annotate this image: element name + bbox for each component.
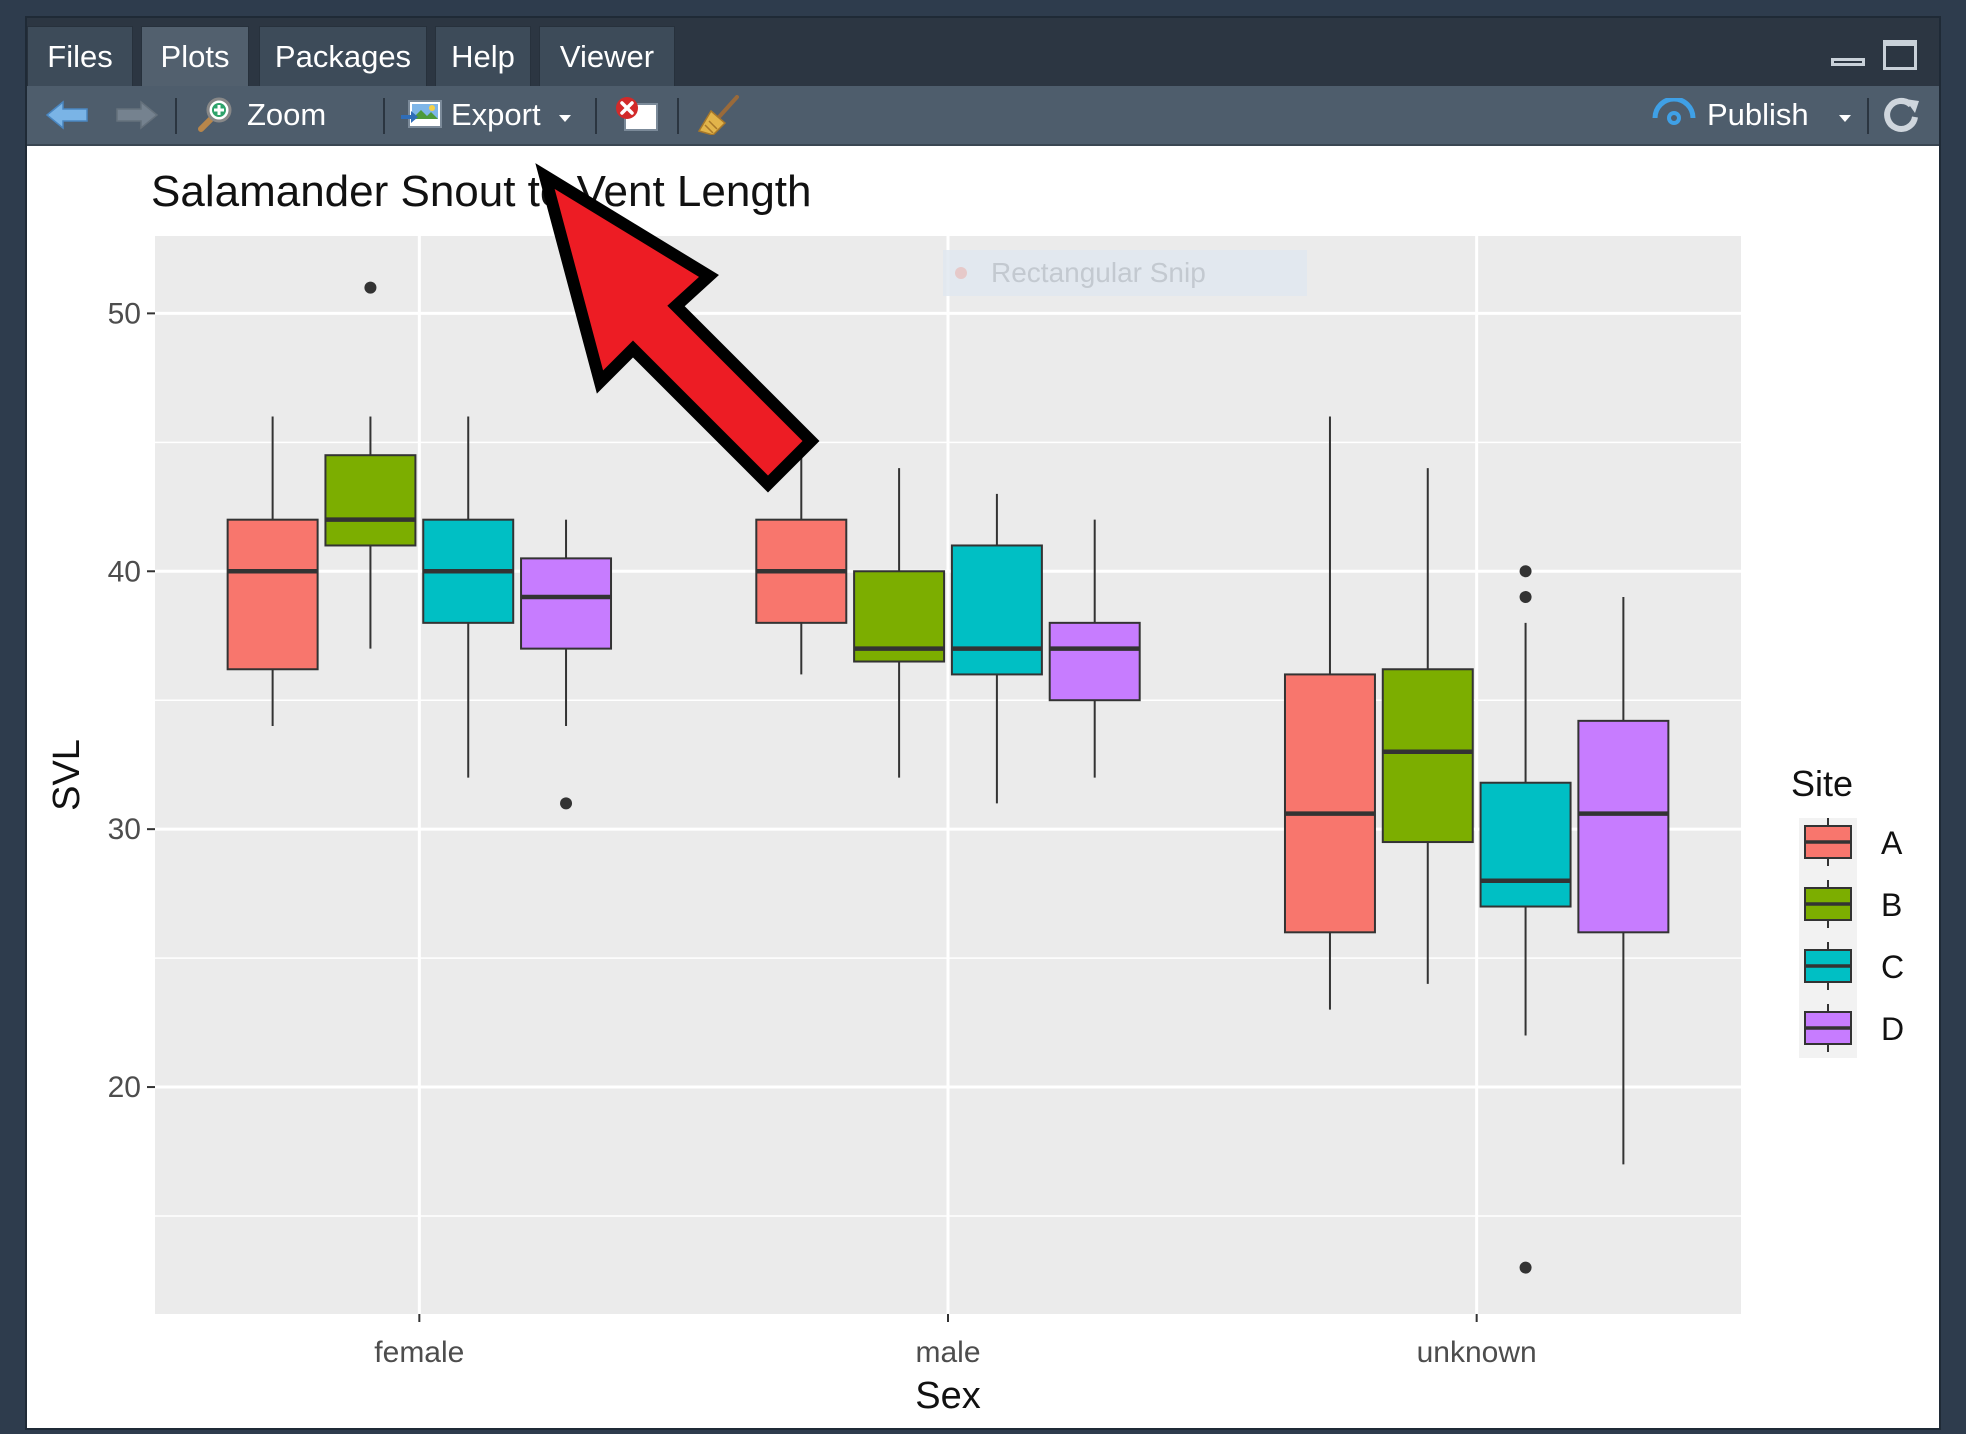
tab-packages[interactable]: Packages <box>259 26 427 86</box>
box-B-unknown <box>1381 468 1474 984</box>
box-C-female <box>422 416 515 778</box>
box-D-female <box>520 519 613 810</box>
legend-label: A <box>1881 825 1903 861</box>
box-body <box>1283 673 1376 934</box>
y-tick-label: 50 <box>108 297 141 330</box>
tab-help[interactable]: Help <box>435 26 531 86</box>
refresh-button[interactable] <box>1881 86 1921 144</box>
legend-label: C <box>1881 949 1904 985</box>
box-A-unknown <box>1283 416 1376 1010</box>
x-tick-label: male <box>915 1336 980 1369</box>
toolbar-separator <box>595 98 597 134</box>
tab-plots[interactable]: Plots <box>141 26 249 86</box>
legend-item-B: B <box>1804 880 1902 928</box>
arrow-right-icon <box>116 100 159 130</box>
plot-toolbar: Zoom Export <box>27 86 1939 146</box>
boxplot-chart: Salamander Snout to Vent Length 20 30 40 50… <box>46 167 1904 1417</box>
snip-label: Rectangular Snip <box>991 257 1206 288</box>
tab-viewer[interactable]: Viewer <box>539 26 675 86</box>
box-body <box>1577 719 1670 934</box>
legend-item-D: D <box>1804 1004 1904 1052</box>
outlier-point <box>560 797 573 810</box>
box-B-female <box>324 281 417 649</box>
zoom-icon <box>198 97 232 132</box>
tab-files[interactable]: Files <box>27 26 133 86</box>
publish-button[interactable]: Publish <box>1651 86 1851 144</box>
forward-button[interactable] <box>115 86 159 144</box>
box-body <box>1479 781 1572 908</box>
publish-label: Publish <box>1707 97 1809 132</box>
outlier-point <box>1519 591 1532 604</box>
publish-icon <box>1652 98 1696 125</box>
refresh-icon <box>1884 97 1919 132</box>
box-A-female <box>226 416 319 726</box>
box-D-male <box>1048 519 1141 778</box>
remove-plot-button[interactable] <box>615 86 659 144</box>
box-D-unknown <box>1577 597 1670 1165</box>
toolbar-separator <box>175 98 177 134</box>
box-C-unknown <box>1479 565 1572 1274</box>
legend-label: B <box>1881 887 1902 923</box>
maximize-icon[interactable] <box>1883 40 1917 70</box>
minimize-icon[interactable] <box>1831 40 1865 70</box>
outlier-point <box>1519 1261 1532 1274</box>
x-axis-title: Sex <box>915 1375 980 1417</box>
x-tick-label: female <box>374 1336 464 1369</box>
export-image-icon <box>401 100 442 128</box>
legend-label: D <box>1881 1011 1904 1047</box>
toolbar-separator <box>383 98 385 134</box>
arrow-left-icon <box>45 100 88 130</box>
export-label: Export <box>451 97 541 132</box>
snip-dot-icon <box>955 267 967 279</box>
box-body <box>1381 668 1474 844</box>
y-tick-label: 30 <box>108 813 141 846</box>
chart-title: Salamander Snout to Vent Length <box>151 167 812 216</box>
plots-pane: Files Plots Packages Help Viewer <box>25 16 1941 1430</box>
x-tick-label: unknown <box>1417 1336 1537 1369</box>
legend-item-C: C <box>1804 942 1904 990</box>
box-C-male <box>950 493 1043 804</box>
back-button[interactable] <box>45 86 89 144</box>
tab-bar: Files Plots Packages Help Viewer <box>27 18 1939 86</box>
y-axis-title: SVL <box>46 739 88 811</box>
remove-plot-icon <box>616 97 658 131</box>
legend-item-A: A <box>1804 818 1903 866</box>
chevron-down-icon <box>558 114 571 122</box>
box-body <box>520 557 613 650</box>
legend-title: Site <box>1791 763 1853 804</box>
box-body <box>950 544 1043 676</box>
y-tick-label: 40 <box>108 555 141 588</box>
outlier-point <box>364 281 377 294</box>
export-button[interactable]: Export <box>401 86 571 144</box>
toolbar-separator <box>677 98 679 134</box>
clear-all-plots-button[interactable] <box>697 86 741 144</box>
zoom-label: Zoom <box>247 97 327 132</box>
zoom-button[interactable]: Zoom <box>195 86 326 144</box>
rectangular-snip-overlay: Rectangular Snip <box>943 250 1307 296</box>
box-body <box>226 518 319 671</box>
chevron-down-icon <box>1838 114 1851 122</box>
outlier-point <box>1519 565 1532 578</box>
broom-icon <box>697 95 739 135</box>
box-body <box>324 454 417 547</box>
box-B-male <box>853 468 946 778</box>
box-body <box>1048 621 1141 702</box>
y-tick-label: 20 <box>108 1071 141 1104</box>
toolbar-separator <box>1867 98 1869 134</box>
